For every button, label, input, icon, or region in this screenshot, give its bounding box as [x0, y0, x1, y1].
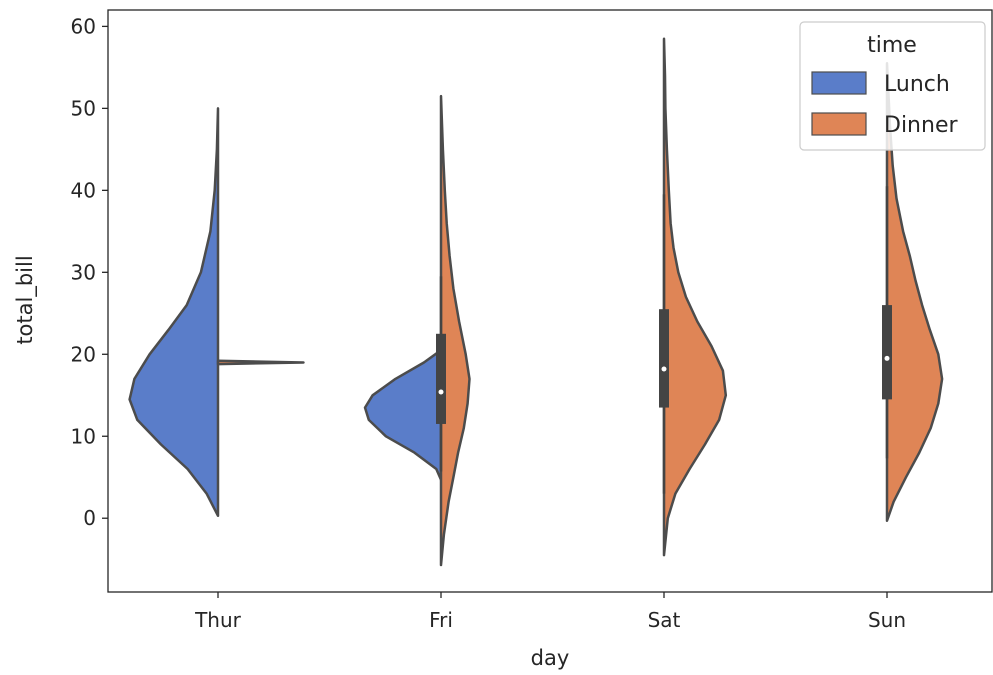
x-tick-label: Sat: [648, 608, 681, 632]
violin-thur-dinner: [216, 359, 305, 366]
x-tick-label: Thur: [194, 608, 242, 632]
legend: time Lunch Dinner: [799, 21, 986, 151]
plot-frame: [107, 9, 993, 593]
legend-swatch-dinner: [811, 112, 867, 136]
y-tick-label: 40: [71, 178, 96, 202]
plot-area: [107, 9, 993, 593]
y-axis: 0 10 20 30 40 50 60: [71, 14, 108, 530]
x-axis-label: day: [531, 646, 570, 670]
x-axis: Thur Fri Sat Sun: [194, 592, 906, 632]
legend-swatch-lunch: [811, 71, 867, 95]
violin-thur-lunch: [128, 107, 220, 518]
violin-fri-dinner: [439, 94, 471, 567]
box-fri-dinner: [436, 333, 446, 424]
median-fri-dinner: [438, 389, 444, 395]
legend-label-lunch: Lunch: [884, 72, 950, 97]
box-sun-dinner: [882, 305, 892, 400]
box-sat-dinner: [659, 309, 669, 408]
legend-title: time: [867, 33, 917, 58]
y-tick-label: 50: [71, 96, 96, 120]
median-sat-dinner: [661, 366, 667, 372]
y-tick-label: 20: [71, 342, 96, 366]
y-axis-label: total_bill: [13, 255, 38, 344]
y-tick-label: 60: [71, 14, 96, 38]
y-tick-label: 30: [71, 260, 96, 284]
y-tick-label: 10: [71, 424, 96, 448]
x-tick-label: Sun: [868, 608, 906, 632]
x-tick-label: Fri: [429, 608, 453, 632]
y-tick-label: 0: [83, 506, 96, 530]
median-sun-dinner: [884, 355, 890, 361]
violin-sat-dinner: [662, 37, 728, 557]
legend-label-dinner: Dinner: [884, 113, 958, 138]
violin-fri-lunch: [363, 348, 443, 481]
